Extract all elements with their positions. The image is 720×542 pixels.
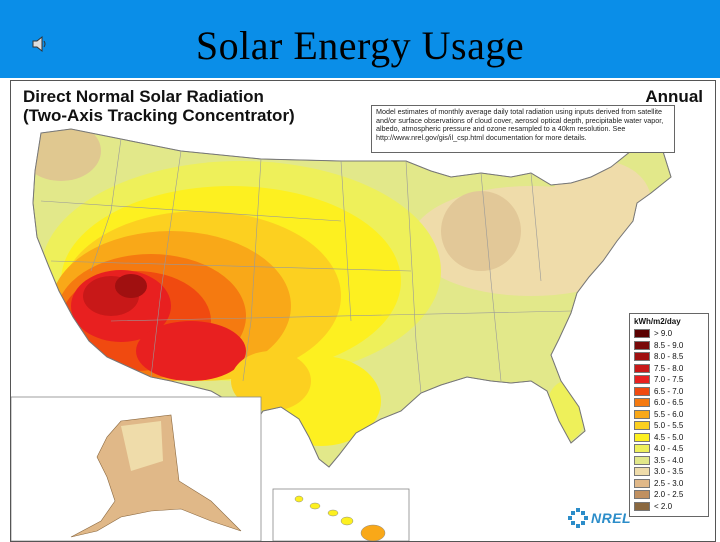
legend-swatch — [634, 386, 650, 396]
legend: kWh/m2/day > 9.0 8.5 - 9.0 8.0 - 8.5 7.5 - … — [629, 313, 709, 517]
legend-label: 8.0 - 8.5 — [654, 352, 684, 362]
legend-label: 2.0 - 2.5 — [654, 490, 684, 500]
nrel-logo-text: NREL — [591, 510, 632, 526]
legend-label: 6.5 - 7.0 — [654, 386, 684, 396]
map-title-line2: (Two-Axis Tracking Concentrator) — [23, 106, 295, 125]
legend-item: 3.0 - 3.5 — [634, 466, 704, 478]
legend-swatch — [634, 340, 650, 350]
legend-swatch — [634, 375, 650, 385]
legend-item: 6.0 - 6.5 — [634, 397, 704, 409]
nrel-logo-mark-icon — [568, 508, 588, 528]
legend-label: < 2.0 — [654, 501, 673, 511]
hawaii-islands — [294, 495, 386, 541]
legend-label: > 9.0 — [654, 329, 673, 339]
legend-label: 5.0 - 5.5 — [654, 421, 684, 431]
slide-title: Solar Energy Usage — [195, 23, 525, 68]
legend-swatch — [634, 501, 650, 511]
legend-swatch — [634, 432, 650, 442]
legend-item: 2.0 - 2.5 — [634, 489, 704, 501]
legend-swatch — [634, 409, 650, 419]
legend-item: 5.5 - 6.0 — [634, 409, 704, 421]
legend-item: 3.5 - 4.0 — [634, 455, 704, 467]
legend-item: 4.0 - 4.5 — [634, 443, 704, 455]
legend-item: 2.5 - 3.0 — [634, 478, 704, 490]
legend-swatch — [634, 363, 650, 373]
legend-label: 5.5 - 6.0 — [654, 409, 684, 419]
alaska-shape — [70, 414, 242, 538]
map-graphic — [11, 128, 672, 541]
legend-label: 3.0 - 3.5 — [654, 467, 684, 477]
legend-item: < 2.0 — [634, 501, 704, 513]
slide-header — [0, 0, 720, 78]
legend-label: 3.5 - 4.0 — [654, 455, 684, 465]
legend-label: 6.0 - 6.5 — [654, 398, 684, 408]
legend-swatch — [634, 455, 650, 465]
nrel-logo: NREL — [567, 507, 631, 529]
map-title: Direct Normal Solar Radiation (Two-Axis … — [23, 87, 295, 125]
legend-swatch — [634, 329, 650, 339]
legend-swatch — [634, 444, 650, 454]
legend-item: 6.5 - 7.0 — [634, 386, 704, 398]
legend-swatch — [634, 490, 650, 500]
speaker-icon[interactable] — [30, 34, 50, 54]
legend-item: 4.5 - 5.0 — [634, 432, 704, 444]
legend-label: 2.5 - 3.0 — [654, 478, 684, 488]
period-label: Annual — [645, 87, 703, 106]
legend-title: kWh/m2/day — [634, 317, 681, 326]
state-lines — [40, 138, 572, 394]
legend-label: 7.5 - 8.0 — [654, 363, 684, 373]
legend-swatch — [634, 467, 650, 477]
legend-swatch — [634, 478, 650, 488]
legend-item: 7.0 - 7.5 — [634, 374, 704, 386]
legend-label: 4.5 - 5.0 — [654, 432, 684, 442]
model-note: Model estimates of monthly average daily… — [371, 105, 675, 153]
legend-item: 8.0 - 8.5 — [634, 351, 704, 363]
legend-item: > 9.0 — [634, 328, 704, 340]
legend-item: 5.0 - 5.5 — [634, 420, 704, 432]
hawaii-inset — [272, 488, 410, 541]
solar-radiation-map: Direct Normal Solar Radiation (Two-Axis … — [10, 80, 716, 542]
legend-label: 8.5 - 9.0 — [654, 340, 684, 350]
legend-swatch — [634, 352, 650, 362]
legend-item: 7.5 - 8.0 — [634, 363, 704, 375]
legend-swatch — [634, 398, 650, 408]
map-title-line1: Direct Normal Solar Radiation — [23, 87, 264, 106]
legend-swatch — [634, 421, 650, 431]
legend-label: 4.0 - 4.5 — [654, 444, 684, 454]
legend-label: 7.0 - 7.5 — [654, 375, 684, 385]
legend-item: 8.5 - 9.0 — [634, 340, 704, 352]
